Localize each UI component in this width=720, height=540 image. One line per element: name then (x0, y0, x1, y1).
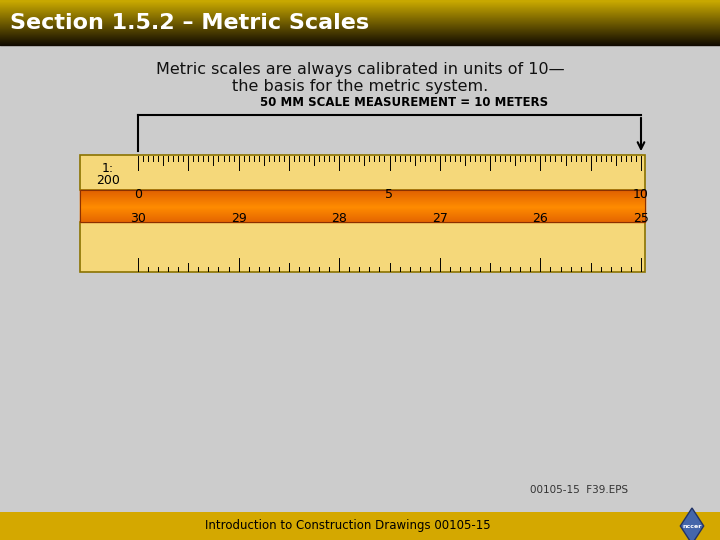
Polygon shape (680, 508, 703, 540)
Text: 200: 200 (96, 174, 120, 187)
Bar (80, 155, 645, 190)
Bar (80, 190, 645, 222)
Text: the basis for the metric system.: the basis for the metric system. (232, 79, 488, 94)
Text: 1:: 1: (102, 162, 114, 175)
Bar (80, 222, 645, 272)
Text: 0: 0 (134, 188, 142, 201)
Text: 27: 27 (432, 212, 448, 225)
Text: 28: 28 (331, 212, 347, 225)
Bar (0, 512, 720, 540)
Text: Metric scales are always calibrated in units of 10—: Metric scales are always calibrated in u… (156, 62, 564, 77)
Text: 10: 10 (633, 188, 649, 201)
Text: 30: 30 (130, 212, 146, 225)
Text: 50 MM SCALE MEASUREMENT = 10 METERS: 50 MM SCALE MEASUREMENT = 10 METERS (261, 96, 549, 109)
Text: 25: 25 (633, 212, 649, 225)
Text: Section 1.5.2 – Metric Scales: Section 1.5.2 – Metric Scales (10, 13, 369, 33)
Text: 26: 26 (533, 212, 548, 225)
Text: nccer: nccer (683, 523, 702, 529)
Text: 29: 29 (230, 212, 246, 225)
Text: 00105-15  F39.EPS: 00105-15 F39.EPS (530, 485, 628, 495)
Text: Introduction to Construction Drawings 00105-15: Introduction to Construction Drawings 00… (205, 519, 490, 532)
Text: 5: 5 (385, 188, 394, 201)
